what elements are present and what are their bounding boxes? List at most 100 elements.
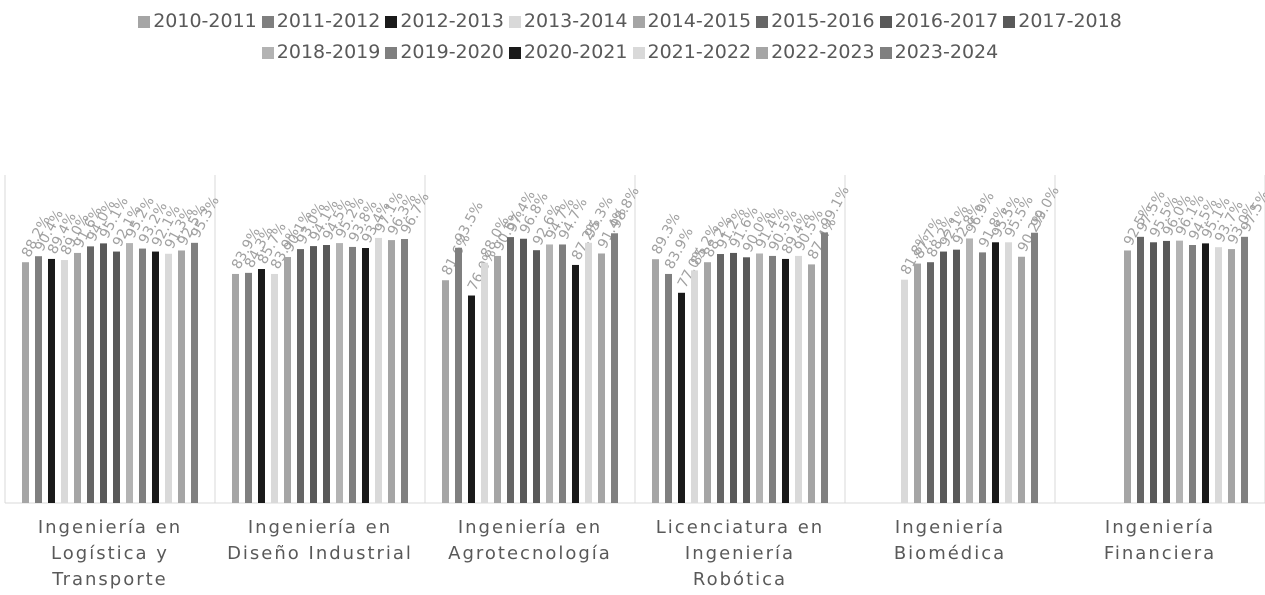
legend-swatch [385, 15, 398, 28]
legend-swatch [261, 46, 274, 59]
bar [520, 238, 527, 503]
bar [48, 258, 55, 503]
bar [87, 246, 94, 503]
legend-swatch [385, 46, 398, 59]
legend-item: 2021-2022 [632, 37, 752, 68]
bar [375, 237, 382, 504]
bar [113, 251, 120, 503]
legend-item: 2020-2021 [508, 37, 628, 68]
legend-item: 2016-2017 [879, 6, 998, 37]
bar [704, 262, 711, 503]
bar [691, 270, 698, 503]
bar [362, 248, 369, 503]
bar [730, 252, 737, 503]
bar [401, 239, 408, 503]
legend-swatch [138, 15, 151, 28]
bar [442, 280, 449, 503]
bar [1005, 242, 1012, 503]
bar [808, 264, 815, 503]
legend-item: 2012-2013 [385, 6, 504, 37]
bar [1189, 245, 1196, 503]
bar [507, 237, 514, 503]
legend-label: 2017-2018 [1018, 10, 1122, 32]
bar [1031, 232, 1038, 504]
bar [559, 244, 566, 503]
bar [611, 233, 618, 503]
x-tick-label: Ingeniería Financiera [1103, 517, 1217, 564]
legend-item: 2011-2012 [261, 6, 380, 37]
bar [1124, 250, 1131, 503]
bar [191, 242, 198, 503]
legend-label: 2019-2020 [400, 41, 504, 63]
bar [126, 243, 133, 503]
legend-label: 2010-2011 [153, 10, 257, 32]
bar [468, 295, 475, 503]
bar [297, 249, 304, 503]
bar [232, 273, 239, 503]
legend-swatch [756, 15, 769, 28]
legend-item: 2013-2014 [508, 6, 628, 37]
legend-label: 2021-2022 [647, 41, 752, 63]
bar [572, 264, 579, 503]
legend-swatch [1003, 15, 1016, 28]
data-label: 99.1% [818, 184, 853, 231]
bar [100, 243, 107, 503]
bar [992, 242, 999, 503]
legend-item: 2015-2016 [756, 6, 875, 37]
legend-item: 2017-2018 [1003, 6, 1122, 37]
bar [74, 252, 81, 503]
x-tick-label: Licenciatura en Ingeniería Robótica [655, 517, 825, 590]
bar [1215, 247, 1222, 503]
bar [546, 244, 553, 503]
bar [1241, 236, 1248, 503]
bar [61, 260, 68, 503]
legend-label: 2014-2015 [647, 10, 752, 32]
bar [927, 262, 934, 503]
bar [388, 240, 395, 503]
bar [494, 255, 501, 503]
bar [769, 255, 776, 503]
bar [139, 248, 146, 503]
bar [901, 279, 908, 503]
bar [585, 242, 592, 503]
legend-item: 2019-2020 [385, 37, 504, 68]
legend-swatch [879, 46, 892, 59]
bar [533, 250, 540, 503]
bar [795, 255, 802, 503]
bar [979, 252, 986, 503]
bar [756, 253, 763, 503]
legend-swatch [756, 46, 769, 59]
bar [652, 259, 659, 503]
bar [284, 257, 291, 503]
bar [665, 273, 672, 503]
bar [1176, 240, 1183, 503]
legend-swatch [879, 15, 892, 28]
legend-item: 2023-2024 [879, 37, 998, 68]
x-tick-label: Ingeniería en Agrotecnología [448, 517, 612, 564]
bar [1228, 249, 1235, 503]
bar [336, 243, 343, 503]
x-tick-label: Ingeniería en Diseño Industrial [227, 517, 413, 564]
bar [743, 257, 750, 503]
bar [940, 251, 947, 503]
bar [245, 272, 252, 503]
legend-swatch [632, 46, 645, 59]
bar [598, 253, 605, 503]
bar [22, 262, 29, 503]
bar [782, 258, 789, 503]
legend-label: 2013-2014 [523, 10, 628, 32]
bar [1163, 240, 1170, 504]
bar [678, 292, 685, 503]
bar [35, 256, 42, 503]
bar [1202, 243, 1209, 503]
bar [1137, 236, 1144, 503]
legend-swatch [261, 15, 274, 28]
legend-label: 2018-2019 [276, 41, 381, 63]
bar [349, 246, 356, 503]
bar [966, 238, 973, 503]
bar [481, 262, 488, 503]
bar [258, 269, 265, 503]
data-label: 93.5% [452, 199, 487, 246]
